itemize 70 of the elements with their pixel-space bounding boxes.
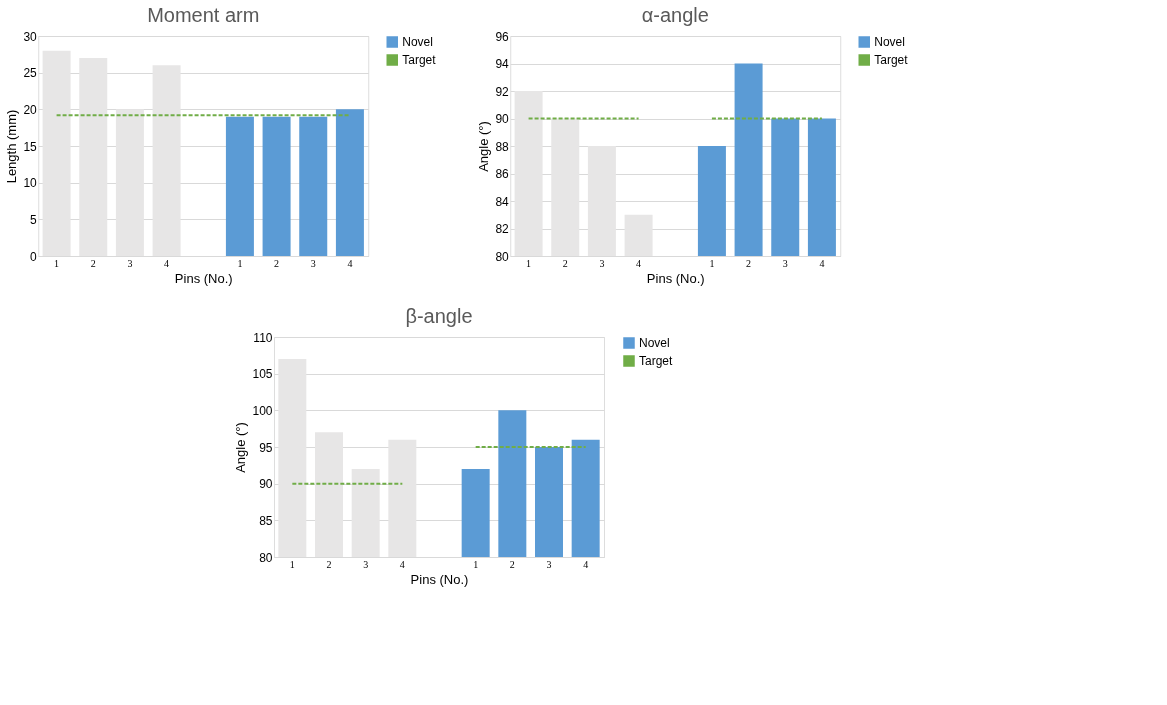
x-tick-label: 2	[562, 257, 568, 269]
y-tick-label: 10	[23, 176, 38, 191]
y-tick-label: 84	[495, 194, 510, 209]
x-tick-label: 2	[274, 257, 280, 269]
bar	[262, 116, 291, 256]
x-tick-label: 1	[289, 558, 295, 570]
legend-label: Target	[402, 53, 437, 67]
x-axis-title: Pins (No.)	[174, 270, 233, 286]
y-tick-label: 85	[259, 513, 273, 528]
y-tick-label: 88	[495, 139, 510, 154]
x-tick-label: 4	[164, 257, 170, 269]
legend-label: Target	[639, 354, 674, 368]
x-tick-label: 3	[599, 257, 605, 269]
x-tick-label: 2	[326, 558, 332, 570]
y-tick-label: 80	[495, 249, 510, 264]
y-tick-label: 95	[259, 440, 273, 455]
legend-label: Novel	[402, 35, 433, 49]
chart-title: β-angle	[405, 305, 473, 327]
bar	[115, 109, 144, 256]
y-tick-label: 105	[252, 367, 273, 382]
x-tick-label: 3	[546, 558, 552, 570]
x-tick-label: 3	[127, 257, 133, 269]
y-tick-label: 90	[495, 112, 510, 126]
x-tick-label: 1	[54, 257, 60, 269]
x-tick-label: 1	[473, 558, 479, 570]
x-axis-title: Pins (No.)	[410, 571, 469, 587]
x-tick-label: 4	[819, 257, 825, 269]
x-tick-label: 3	[363, 558, 369, 570]
y-tick-label: 86	[495, 167, 510, 181]
bar	[79, 58, 108, 256]
x-tick-label: 1	[709, 257, 715, 269]
x-axis-title: Pins (No.)	[646, 270, 705, 286]
y-tick-label: 100	[252, 403, 273, 418]
y-tick-label: 80	[259, 550, 273, 565]
x-tick-label: 4	[399, 558, 405, 570]
x-tick-label: 1	[237, 257, 243, 269]
x-tick-label: 3	[782, 257, 788, 269]
y-tick-label: 94	[495, 57, 510, 71]
y-tick-label: 25	[23, 66, 38, 81]
x-tick-label: 4	[347, 257, 353, 269]
y-tick-label: 5	[30, 212, 38, 227]
y-tick-label: 0	[30, 249, 38, 264]
y-tick-label: 90	[259, 477, 273, 492]
legend-label: Novel	[639, 336, 670, 350]
x-tick-label: 4	[583, 558, 589, 570]
x-tick-label: 2	[509, 558, 515, 570]
legend-label: Target	[874, 53, 909, 67]
y-tick-label: 82	[495, 222, 510, 236]
bar	[42, 50, 71, 256]
bar	[225, 116, 254, 256]
x-tick-label: 2	[90, 257, 96, 269]
x-tick-label: 3	[310, 257, 316, 269]
y-tick-label: 30	[23, 29, 38, 44]
x-tick-label: 1	[526, 257, 532, 269]
bar	[299, 116, 328, 256]
y-tick-label: 110	[253, 330, 273, 345]
y-tick-label: 92	[495, 84, 510, 99]
bar	[152, 65, 181, 256]
chart-title: Moment arm	[147, 4, 260, 26]
y-axis-title: Length (mm)	[4, 109, 20, 184]
x-tick-label: 2	[746, 257, 752, 269]
chart-title: α-angle	[641, 4, 709, 26]
y-tick-label: 15	[23, 139, 38, 154]
y-axis-title: Angle (°)	[233, 422, 249, 473]
bar	[335, 109, 364, 256]
y-axis-title: Angle (°)	[476, 121, 492, 172]
x-tick-label: 4	[636, 257, 642, 269]
legend-label: Novel	[874, 35, 905, 49]
y-tick-label: 20	[23, 102, 38, 117]
y-tick-label: 96	[495, 29, 510, 44]
